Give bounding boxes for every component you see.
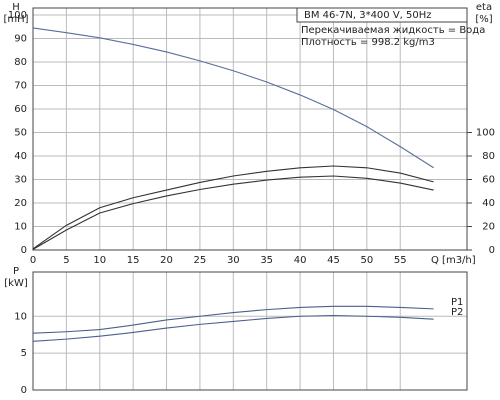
y2-tick-label: 100 — [476, 128, 495, 139]
y-tick-label: 40 — [14, 151, 27, 162]
annotation: Перекачиваемая жидкость = Вода — [301, 25, 485, 36]
x-tick-label: 30 — [227, 255, 240, 266]
x-tick-label: 5 — [63, 255, 69, 266]
y-axis-unit: [kW] — [4, 278, 28, 289]
y-tick-label: 10 — [14, 311, 27, 322]
y2-tick-label: 0 — [489, 245, 495, 256]
x-tick-label: 20 — [160, 255, 173, 266]
curve — [32, 165, 434, 250]
y-tick-label: 50 — [14, 128, 27, 139]
x-tick-label: 45 — [327, 255, 340, 266]
curve — [32, 27, 434, 169]
x-tick-label: 40 — [294, 255, 307, 266]
y2-tick-label: 40 — [482, 198, 495, 209]
y-tick-label: 60 — [14, 104, 27, 115]
plot-frame — [32, 271, 468, 391]
plot-frame — [32, 7, 468, 251]
series-label: P2 — [451, 307, 463, 318]
series-label: P1 — [451, 297, 463, 308]
y-tick-label: 70 — [14, 81, 27, 92]
y-axis-label: H — [12, 2, 20, 13]
x-tick-label: 25 — [194, 255, 207, 266]
y-tick-label: 80 — [14, 57, 27, 68]
y-tick-label: 20 — [14, 198, 27, 209]
x-tick-label: 35 — [260, 255, 273, 266]
y-tick-label: 5 — [21, 348, 27, 359]
y-tick-label: 100 — [8, 10, 27, 21]
x-tick-label: 50 — [360, 255, 373, 266]
y-axis-unit: [mH] — [3, 14, 28, 25]
curve — [32, 175, 434, 250]
y-tick-label: 90 — [14, 34, 27, 45]
x-axis-label: Q [m3/h] — [431, 255, 476, 266]
title-box — [296, 7, 468, 23]
y-tick-label: 0 — [21, 245, 27, 256]
y2-tick-label: 60 — [482, 175, 495, 186]
x-tick-label: 0 — [30, 255, 36, 266]
chart-title: BM 46-7N, 3*400 V, 50Hz — [304, 10, 432, 21]
curve — [32, 305, 434, 334]
x-tick-label: 55 — [394, 255, 407, 266]
y-tick-label: 0 — [21, 385, 27, 396]
y2-tick-label: 80 — [482, 151, 495, 162]
annotation: Плотность = 998.2 kg/m3 — [301, 37, 435, 48]
y-tick-label: 10 — [14, 222, 27, 233]
x-tick-label: 10 — [93, 255, 106, 266]
y2-axis-label: eta — [476, 2, 492, 13]
y2-axis-unit: [%] — [475, 14, 492, 25]
y2-tick-label: 20 — [482, 222, 495, 233]
y-axis-label: P — [13, 266, 19, 277]
y-tick-label: 30 — [14, 175, 27, 186]
curve — [32, 314, 434, 342]
x-tick-label: 15 — [127, 255, 140, 266]
